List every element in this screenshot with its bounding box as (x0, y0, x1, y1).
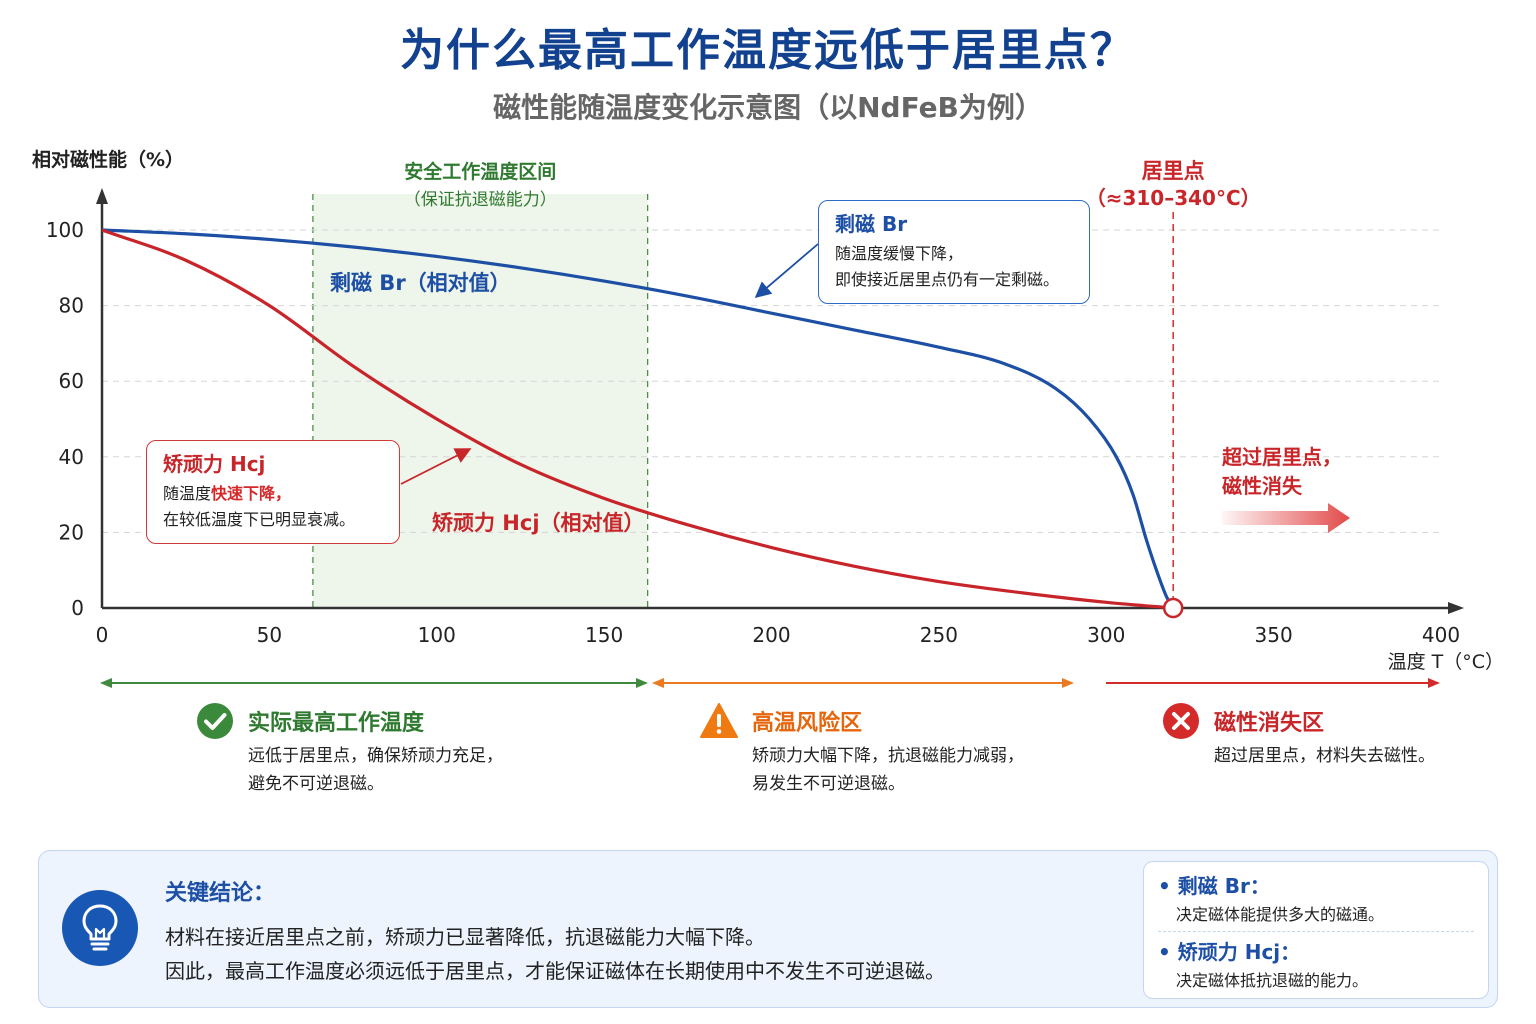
hcj-callout-line1: 随温度快速下降， (163, 481, 383, 507)
definition-notes: • 剩磁 Br： 决定磁体能提供多大的磁通。 • 矫顽力 Hcj： 决定磁体抵抗… (1143, 861, 1489, 999)
x-tick-50: 50 (257, 623, 282, 647)
hcj-series-label: 矫顽力 Hcj（相对值） (432, 511, 645, 535)
loss-arrow-icon (1222, 503, 1350, 533)
safe-zone-sublabel: （保证抗退磁能力） (404, 190, 557, 210)
x-tick-300: 300 (1087, 623, 1125, 647)
loss-annotation-line1: 超过居里点， (1221, 445, 1342, 469)
y-tick-0: 0 (71, 596, 84, 620)
x-tick-350: 350 (1255, 623, 1293, 647)
hcj-callout: 矫顽力 Hcj 随温度快速下降， 在较低温度下已明显衰减。 (146, 440, 400, 544)
zone-safe-desc1: 远低于居里点，确保矫顽力充足， (248, 746, 503, 766)
curie-point-label: 居里点 (1142, 159, 1205, 183)
note-hcj-title: • 矫顽力 Hcj： (1158, 940, 1301, 964)
x-tick-150: 150 (585, 623, 623, 647)
x-axis-arrowhead (1448, 602, 1464, 614)
zone-safe-desc2: 避免不可逆退磁。 (248, 774, 384, 794)
x-tick-labels: 0 50 100 150 200 250 300 350 400 (96, 623, 1460, 647)
axes: 相对磁性能（%） 温度 T（°C） (32, 148, 1504, 673)
y-tick-60: 60 (59, 369, 84, 393)
zone-risk-desc1: 矫顽力大幅下降，抗退磁能力减弱， (752, 746, 1024, 766)
page-subtitle: 磁性能随温度变化示意图（以NdFeB为例） (493, 91, 1043, 124)
br-callout-line1: 随温度缓慢下降， (835, 244, 964, 263)
hcj-callout-pointer (400, 448, 472, 485)
warning-triangle-icon (700, 703, 738, 738)
x-tick-200: 200 (752, 623, 790, 647)
y-axis-label: 相对磁性能（%） (32, 148, 184, 171)
cross-circle-icon (1163, 703, 1199, 739)
zone-loss-desc1: 超过居里点，材料失去磁性。 (1214, 746, 1435, 766)
y-tick-40: 40 (59, 445, 84, 469)
note-divider (1158, 931, 1474, 932)
zone-range-arrows (100, 678, 1440, 688)
x-axis-label: 温度 T（°C） (1388, 651, 1504, 673)
br-callout-line2: 即使接近居里点仍有一定剩磁。 (835, 270, 1060, 289)
y-tick-80: 80 (59, 294, 84, 318)
chart: 安全工作温度区间 （保证抗退磁能力） 相对磁性能（%） 温度 T（°C） 0 50… (32, 148, 1504, 688)
x-tick-250: 250 (920, 623, 958, 647)
safe-zone-band (312, 194, 648, 608)
conclusion-line2: 因此，最高工作温度必须远低于居里点，才能保证磁体在长期使用中不发生不可逆退磁。 (165, 959, 945, 983)
zarrow-safe-left-head (100, 678, 112, 688)
hcj-callout-title: 矫顽力 Hcj (163, 452, 266, 476)
hcj-callout-line2: 在较低温度下已明显衰减。 (163, 510, 356, 529)
curie-point-marker: 居里点 （≈310–340°C） (1086, 159, 1261, 608)
zone-safe: 实际最高工作温度 远低于居里点，确保矫顽力充足， 避免不可逆退磁。 (196, 700, 503, 798)
note-hcj-desc: 决定磁体抵抗退磁的能力。 (1176, 971, 1369, 990)
br-callout: 剩磁 Br 随温度缓慢下降， 即使接近居里点仍有一定剩磁。 (818, 200, 1090, 304)
y-tick-20: 20 (59, 520, 84, 544)
br-series-label: 剩磁 Br（相对值） (330, 271, 511, 295)
conclusion-panel: 关键结论： 材料在接近居里点之前，矫顽力已显著降低，抗退磁能力大幅下降。 因此，… (38, 850, 1498, 1008)
magnetism-loss-annotation: 超过居里点， 磁性消失 (1221, 445, 1350, 533)
loss-annotation-line2: 磁性消失 (1222, 474, 1303, 498)
y-tick-labels: 0 20 40 60 80 100 (46, 218, 84, 620)
zarrow-risk-left-head (652, 678, 664, 688)
note-br-desc: 决定磁体能提供多大的磁通。 (1176, 905, 1385, 924)
conclusion-line1: 材料在接近居里点之前，矫顽力已显著降低，抗退磁能力大幅下降。 (165, 925, 765, 949)
zone-risk-desc2: 易发生不可逆退磁。 (752, 774, 905, 794)
br-callout-title: 剩磁 Br (835, 212, 908, 236)
br-series-line (101, 228, 1175, 609)
hcj-series-line (101, 228, 1174, 610)
zarrow-risk-right-head (1062, 678, 1074, 688)
zone-loss: 磁性消失区 超过居里点，材料失去磁性。 (1162, 700, 1435, 770)
x-tick-400: 400 (1422, 623, 1460, 647)
note-br-title: • 剩磁 Br： (1158, 874, 1270, 898)
br-callout-pointer (754, 243, 819, 299)
zone-safe-title: 实际最高工作温度 (248, 711, 425, 736)
y-tick-100: 100 (46, 218, 84, 242)
zone-risk-title: 高温风险区 (752, 711, 863, 736)
curie-point-dot (1162, 597, 1184, 619)
zone-risk: 高温风险区 矫顽力大幅下降，抗退磁能力减弱， 易发生不可逆退磁。 (700, 700, 1024, 798)
curie-point-range: （≈310–340°C） (1086, 186, 1261, 210)
y-axis-arrowhead (96, 188, 108, 204)
conclusion-title: 关键结论： (165, 881, 276, 906)
page-title: 为什么最高工作温度远低于居里点？ (400, 25, 1136, 76)
zarrow-loss-right-head (1428, 678, 1440, 688)
zarrow-safe-right-head (636, 678, 648, 688)
lightbulb-icon (62, 890, 138, 966)
check-circle-icon (197, 703, 233, 739)
hcj-callout-line1-pre: 随温度 (163, 484, 212, 503)
x-tick-0: 0 (96, 623, 109, 647)
zone-loss-title: 磁性消失区 (1214, 711, 1325, 736)
x-tick-100: 100 (418, 623, 456, 647)
hcj-callout-highlight: 快速下降， (211, 484, 292, 503)
safe-zone-label: 安全工作温度区间 (404, 160, 556, 183)
